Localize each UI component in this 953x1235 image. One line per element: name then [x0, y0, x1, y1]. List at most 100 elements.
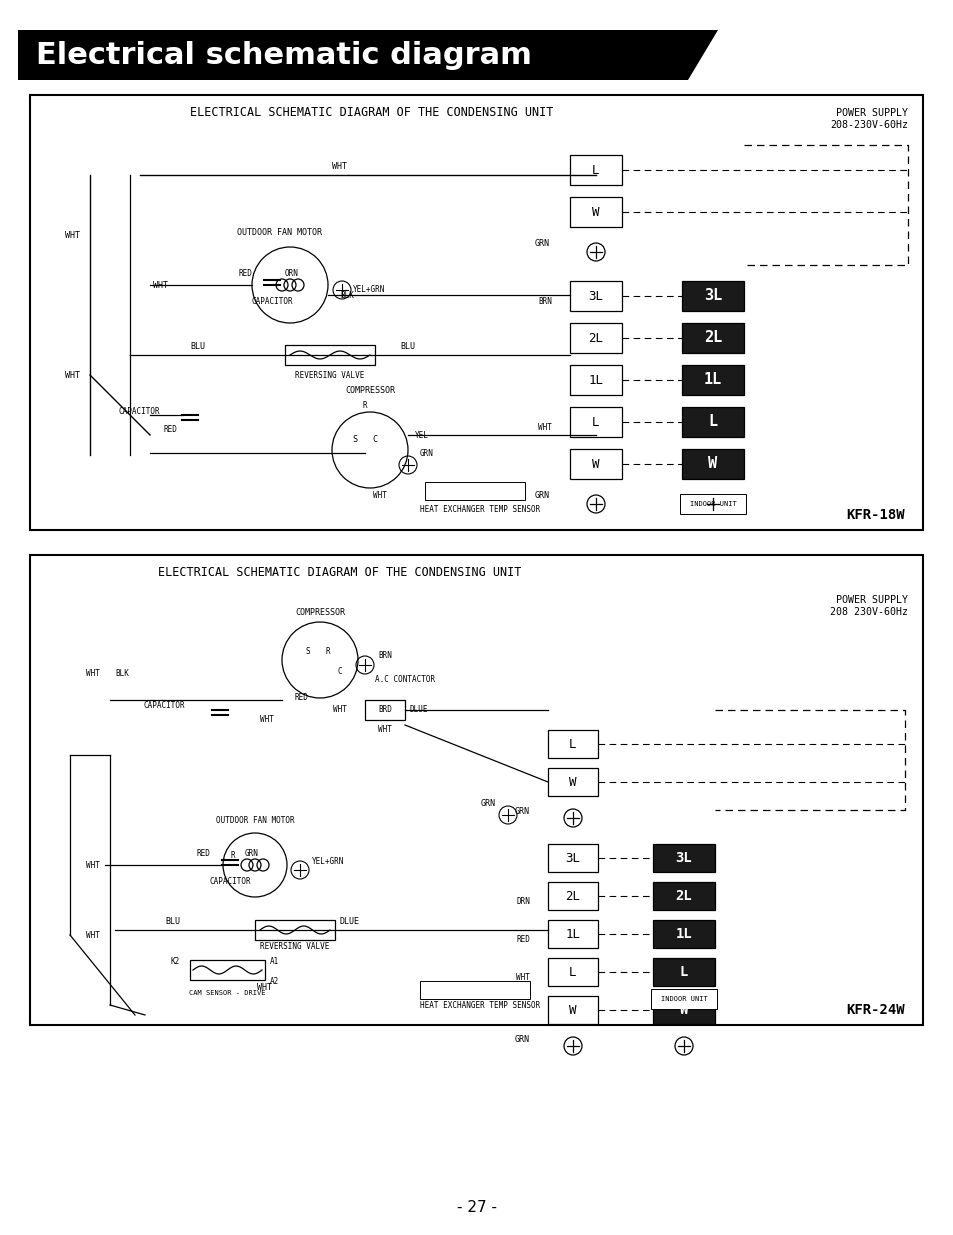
Bar: [569, 282, 621, 311]
Text: GRN: GRN: [245, 848, 258, 857]
Text: COMPRESSOR: COMPRESSOR: [345, 387, 395, 395]
Text: 3L: 3L: [675, 851, 692, 864]
Text: 3L: 3L: [703, 289, 721, 304]
Text: REVERSING VALVE: REVERSING VALVE: [260, 942, 330, 951]
Text: RED: RED: [294, 694, 309, 703]
Text: - 27 -: - 27 -: [456, 1199, 497, 1214]
Text: GRN: GRN: [535, 240, 550, 248]
Bar: [547, 882, 598, 910]
Text: 3L: 3L: [588, 289, 603, 303]
Text: WHT: WHT: [260, 715, 274, 725]
Bar: [681, 408, 743, 437]
Bar: [424, 482, 524, 500]
Bar: [652, 995, 714, 1024]
Text: CAPACITOR: CAPACITOR: [118, 406, 160, 415]
Bar: [681, 324, 743, 353]
Text: WHT: WHT: [333, 162, 347, 170]
Text: K2: K2: [171, 957, 180, 967]
Text: REVERSING VALVE: REVERSING VALVE: [295, 370, 364, 380]
Bar: [569, 156, 621, 185]
Text: 2L: 2L: [588, 331, 603, 345]
Text: GRN: GRN: [535, 492, 550, 500]
Bar: [547, 920, 598, 948]
Text: W: W: [569, 776, 577, 788]
Text: WHT: WHT: [152, 280, 168, 289]
Text: W: W: [592, 457, 599, 471]
Text: YEL+GRN: YEL+GRN: [312, 857, 344, 866]
Text: HEAT EXCHANGER TEMP SENSOR: HEAT EXCHANGER TEMP SENSOR: [419, 1000, 539, 1009]
Text: R: R: [362, 400, 367, 410]
Text: L: L: [592, 415, 599, 429]
Text: COMPRESSOR: COMPRESSOR: [294, 608, 345, 618]
Text: RED: RED: [238, 268, 252, 278]
Bar: [569, 450, 621, 479]
Text: CAPACITOR: CAPACITOR: [143, 701, 185, 710]
Text: WHT: WHT: [537, 424, 552, 432]
Text: WHT: WHT: [377, 725, 392, 735]
Bar: [569, 324, 621, 353]
Text: POWER SUPPLY
208 230V-60Hz: POWER SUPPLY 208 230V-60Hz: [829, 595, 907, 616]
Bar: [547, 730, 598, 758]
Text: DLUE: DLUE: [339, 918, 359, 926]
Text: A2: A2: [270, 977, 279, 987]
Text: BRD: BRD: [377, 705, 392, 715]
Text: CAPACITOR: CAPACITOR: [209, 877, 251, 885]
Text: BLK: BLK: [339, 290, 354, 300]
Text: WHT: WHT: [86, 930, 100, 940]
Text: BRN: BRN: [537, 298, 552, 306]
Text: S: S: [305, 647, 310, 657]
Text: L: L: [569, 737, 577, 751]
Text: BLU: BLU: [190, 342, 205, 351]
Text: RED: RED: [516, 935, 530, 944]
Text: CAM SENSOR - DRIVE: CAM SENSOR - DRIVE: [189, 990, 265, 995]
Text: 1L: 1L: [675, 927, 692, 941]
Text: OUTDOOR FAN MOTOR: OUTDOOR FAN MOTOR: [215, 816, 294, 825]
Bar: [569, 366, 621, 395]
Text: 2L: 2L: [565, 889, 579, 903]
Text: GRN: GRN: [515, 806, 530, 815]
Text: L: L: [592, 163, 599, 177]
Text: A1: A1: [270, 957, 279, 967]
Bar: [652, 920, 714, 948]
Text: OUTDOOR FAN MOTOR: OUTDOOR FAN MOTOR: [237, 228, 322, 237]
Text: WHT: WHT: [373, 490, 387, 499]
Text: DLUE: DLUE: [410, 705, 428, 715]
Text: ELECTRICAL SCHEMATIC DIAGRAM OF THE CONDENSING UNIT: ELECTRICAL SCHEMATIC DIAGRAM OF THE COND…: [158, 567, 521, 579]
Text: GRN: GRN: [419, 450, 434, 458]
Text: W: W: [708, 457, 717, 472]
Bar: [681, 282, 743, 311]
Polygon shape: [18, 30, 718, 80]
Text: WHT: WHT: [65, 231, 80, 240]
Bar: [30, 555, 923, 1025]
Text: 2L: 2L: [675, 889, 692, 903]
Text: Electrical schematic diagram: Electrical schematic diagram: [36, 41, 532, 69]
Bar: [254, 920, 335, 940]
Text: HEAT EXCHANGER TEMP SENSOR: HEAT EXCHANGER TEMP SENSOR: [419, 505, 539, 515]
Bar: [547, 844, 598, 872]
Text: ELECTRICAL SCHEMATIC DIAGRAM OF THE CONDENSING UNIT: ELECTRICAL SCHEMATIC DIAGRAM OF THE COND…: [190, 106, 553, 120]
Text: 2L: 2L: [703, 331, 721, 346]
Text: INDOOR UNIT: INDOOR UNIT: [659, 995, 706, 1002]
Bar: [652, 882, 714, 910]
Text: GRN: GRN: [480, 799, 496, 808]
Text: DRN: DRN: [516, 897, 530, 905]
Text: 1L: 1L: [565, 927, 579, 941]
Text: 1L: 1L: [588, 373, 603, 387]
Text: KFR-24W: KFR-24W: [845, 1003, 904, 1016]
Bar: [419, 981, 530, 999]
Text: WHT: WHT: [257, 983, 273, 992]
Text: POWER SUPPLY
208-230V-60Hz: POWER SUPPLY 208-230V-60Hz: [829, 107, 907, 130]
Bar: [547, 995, 598, 1024]
Text: BLK: BLK: [115, 668, 129, 678]
Bar: [650, 989, 717, 1009]
Text: A.C CONTACTOR: A.C CONTACTOR: [375, 676, 435, 684]
Text: 1L: 1L: [703, 373, 721, 388]
Bar: [547, 768, 598, 797]
Text: W: W: [592, 205, 599, 219]
Text: L: L: [679, 965, 687, 979]
Bar: [285, 345, 375, 366]
Text: WHT: WHT: [86, 668, 100, 678]
Bar: [190, 960, 265, 981]
Text: W: W: [679, 1003, 687, 1016]
Text: WHT: WHT: [516, 972, 530, 982]
